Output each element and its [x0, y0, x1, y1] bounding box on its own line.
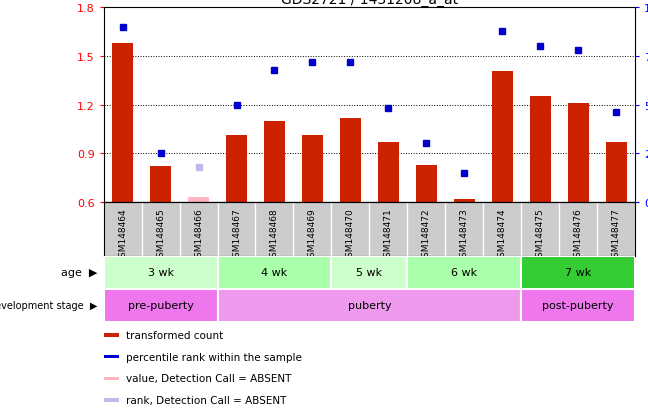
Bar	[331, 256, 408, 289]
Title: GDS2721 / 1431208_a_at: GDS2721 / 1431208_a_at	[281, 0, 458, 7]
Bar	[226, 136, 247, 202]
Text: GSM148472: GSM148472	[422, 208, 431, 262]
Text: GSM148468: GSM148468	[270, 208, 279, 262]
Text: GSM148464: GSM148464	[118, 208, 127, 262]
Text: GSM148466: GSM148466	[194, 208, 203, 262]
Bar	[188, 197, 209, 202]
Text: GSM148470: GSM148470	[346, 208, 355, 262]
Text: GSM148476: GSM148476	[573, 208, 583, 262]
Bar	[378, 142, 399, 202]
Text: GSM148475: GSM148475	[536, 208, 545, 262]
Bar	[416, 165, 437, 202]
Text: 4 wk: 4 wk	[261, 268, 288, 278]
Bar	[521, 256, 635, 289]
Bar	[104, 256, 218, 289]
Bar	[454, 199, 475, 202]
Text: GSM148465: GSM148465	[156, 208, 165, 262]
Bar	[606, 142, 627, 202]
Bar	[492, 71, 513, 202]
Bar	[104, 399, 119, 402]
Text: percentile rank within the sample: percentile rank within the sample	[126, 352, 301, 362]
Text: GSM148467: GSM148467	[232, 208, 241, 262]
Bar	[521, 289, 635, 322]
Text: GSM148477: GSM148477	[612, 208, 621, 262]
Text: development stage  ▶: development stage ▶	[0, 301, 97, 311]
Text: GSM148474: GSM148474	[498, 208, 507, 262]
Text: 7 wk: 7 wk	[565, 268, 591, 278]
Text: puberty: puberty	[347, 301, 391, 311]
Text: value, Detection Call = ABSENT: value, Detection Call = ABSENT	[126, 373, 291, 384]
Text: GSM148469: GSM148469	[308, 208, 317, 262]
Bar	[408, 256, 521, 289]
Text: post-puberty: post-puberty	[542, 301, 614, 311]
Text: 5 wk: 5 wk	[356, 268, 382, 278]
Bar	[104, 333, 119, 337]
Bar	[218, 256, 331, 289]
Text: rank, Detection Call = ABSENT: rank, Detection Call = ABSENT	[126, 395, 286, 405]
Text: GSM148473: GSM148473	[459, 208, 469, 262]
Text: GSM148471: GSM148471	[384, 208, 393, 262]
Bar	[150, 167, 171, 202]
Bar	[340, 118, 361, 202]
Bar	[568, 104, 588, 202]
Bar	[302, 136, 323, 202]
Text: 3 wk: 3 wk	[148, 268, 174, 278]
Text: pre-puberty: pre-puberty	[128, 301, 194, 311]
Text: 6 wk: 6 wk	[451, 268, 478, 278]
Bar	[218, 289, 521, 322]
Text: transformed count: transformed count	[126, 330, 223, 340]
Bar	[264, 121, 285, 202]
Bar	[529, 97, 551, 202]
Bar	[112, 44, 133, 202]
Bar	[104, 377, 119, 380]
Bar	[104, 289, 218, 322]
Bar	[104, 355, 119, 358]
Text: age  ▶: age ▶	[61, 268, 97, 278]
